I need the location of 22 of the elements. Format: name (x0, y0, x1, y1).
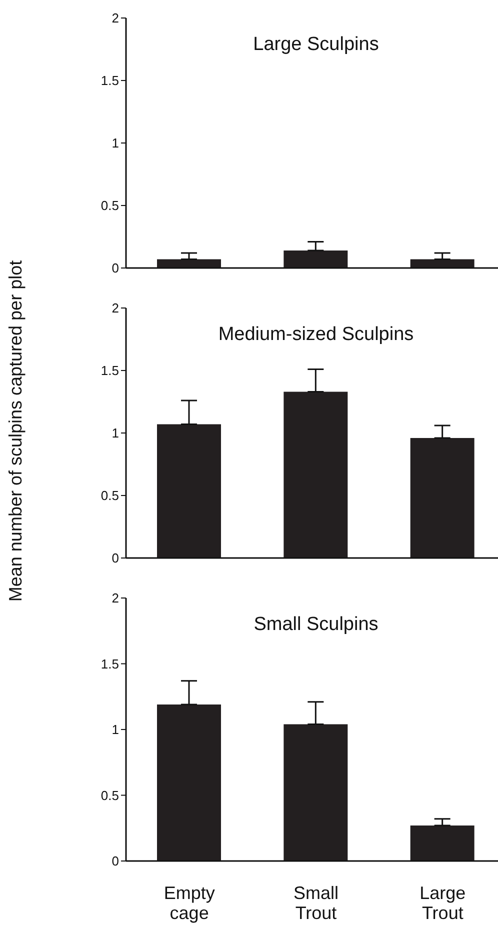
y-axis-title: Mean number of sculpins captured per plot (6, 260, 26, 602)
y-tick-label: 0.5 (100, 788, 119, 803)
x-tick-label: Small Trout (293, 883, 339, 923)
text: Large Sculpins (252, 34, 380, 56)
y-tick-label: 0.5 (100, 488, 119, 504)
y-tick-label: 1.5 (100, 656, 119, 672)
y-tick-label: 0.5 (100, 198, 119, 214)
y-tick-label: 0 (112, 854, 119, 869)
x-tick-label: Empty cage (164, 883, 215, 923)
text: Medium-sized Sculpins (217, 324, 415, 346)
x-tick-label: Large Trout (420, 883, 466, 923)
y-tick-label: 1.5 (100, 73, 119, 88)
y-tick-label: 1 (112, 136, 119, 151)
y-tick-label: 0 (112, 260, 119, 276)
text: Small Sculpins (252, 614, 380, 636)
y-tick-label: 0 (112, 550, 119, 566)
y-tick-label: 1 (112, 722, 119, 738)
y-tick-label: 1.5 (100, 363, 119, 378)
y-tick-label: 2 (112, 300, 119, 316)
y-tick-label: 1 (112, 426, 119, 441)
y-tick-label: 2 (112, 590, 119, 606)
y-tick-label: 2 (112, 10, 119, 26)
